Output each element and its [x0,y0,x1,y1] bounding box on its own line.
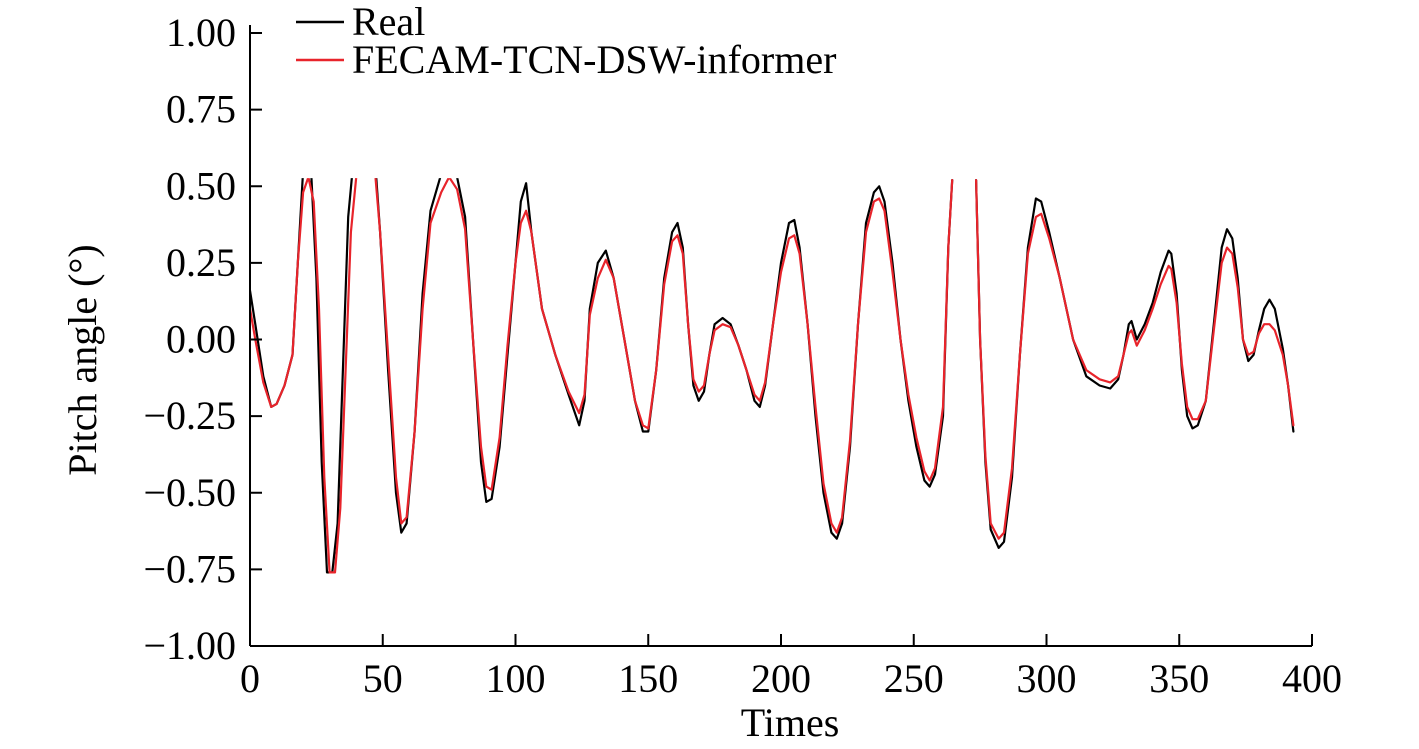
series-line-2 [250,178,954,574]
y-tick-label: 1.00 [166,10,236,55]
y-tick-label: 0.50 [166,163,236,208]
y-tick-label: 0.25 [166,240,236,285]
y-tick-label: −0.50 [143,470,236,515]
legend-entry-label: FECAM-TCN-DSW-informer [352,37,836,82]
y-tick-label: −1.00 [143,623,236,668]
plot-area [250,178,1295,574]
x-tick-label: 150 [618,656,678,701]
axes: 1.00 0.75 0.50 0.25 0.00 −0.25 −0.50 −0.75 −1.00… [143,10,1342,701]
x-tick-label: 400 [1282,656,1342,701]
x-tick-label: 250 [884,656,944,701]
x-tick-label: 200 [751,656,811,701]
y-tick-label: −0.25 [143,393,236,438]
legend-entry-label: Real [352,0,425,44]
x-tick-label: 300 [1017,656,1077,701]
x-tick-label: 350 [1149,656,1209,701]
series-line-0 [250,178,954,574]
series-line-3 [975,179,1295,540]
y-axis-label: Pitch angle (°) [60,244,105,475]
y-tick-label: 0.00 [166,317,236,362]
x-tick-label: 0 [240,656,260,701]
y-tick-label: −0.75 [143,546,236,591]
y-tick-label: 0.75 [166,87,236,132]
x-tick-label: 100 [486,656,546,701]
series-line-1 [975,179,1295,549]
x-axis-label: Times [741,700,840,745]
x-tick-label: 50 [363,656,403,701]
